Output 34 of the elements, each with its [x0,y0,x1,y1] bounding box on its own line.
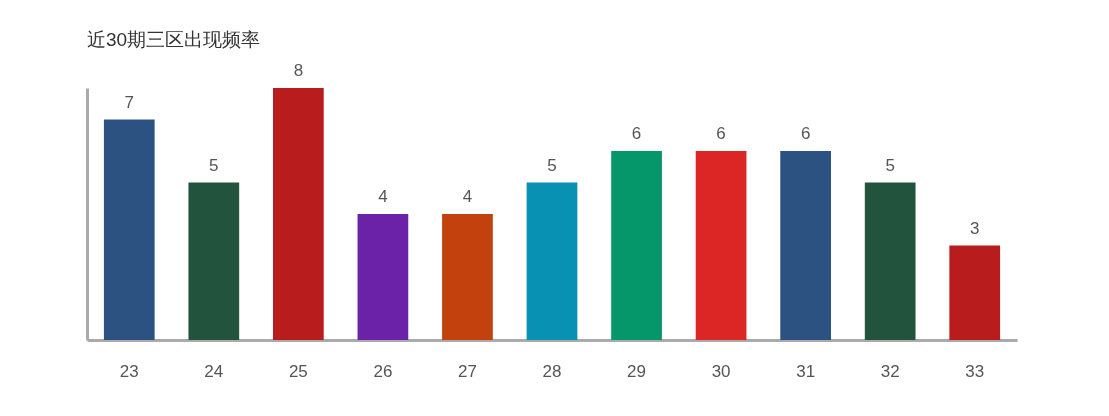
bar [188,182,240,340]
bar [273,88,324,340]
x-tick-label: 27 [457,361,477,381]
bar [442,214,493,340]
x-tick-label: 25 [288,361,308,381]
bar [611,151,662,340]
x-tick-label: 29 [627,361,647,381]
data-label: 4 [462,187,473,206]
bar [864,182,916,340]
data-label: 3 [969,218,980,238]
data-label: 5 [209,155,219,175]
x-tick-label: 26 [373,361,393,381]
bar [357,214,409,340]
bar [103,119,155,340]
x-tick-label: 33 [965,361,985,381]
data-label: 8 [293,61,304,80]
data-label: 6 [800,124,811,143]
x-tick-label: 23 [119,361,139,381]
x-tick-label: 30 [711,361,731,381]
chart-title: 近30期三区出现频率 [87,29,261,50]
data-label: 6 [631,124,642,143]
x-tick-label: 31 [796,361,816,381]
x-tick-label: 24 [204,361,224,381]
bar [695,151,747,340]
bar [780,151,831,340]
data-label: 5 [885,155,895,175]
x-tick-label: 28 [542,361,562,381]
data-label: 7 [124,92,135,112]
bar [949,245,1001,340]
data-label: 5 [547,155,557,175]
data-label: 4 [378,187,388,206]
data-label: 6 [716,124,726,143]
x-tick-label: 32 [880,361,900,381]
bar [526,182,578,340]
